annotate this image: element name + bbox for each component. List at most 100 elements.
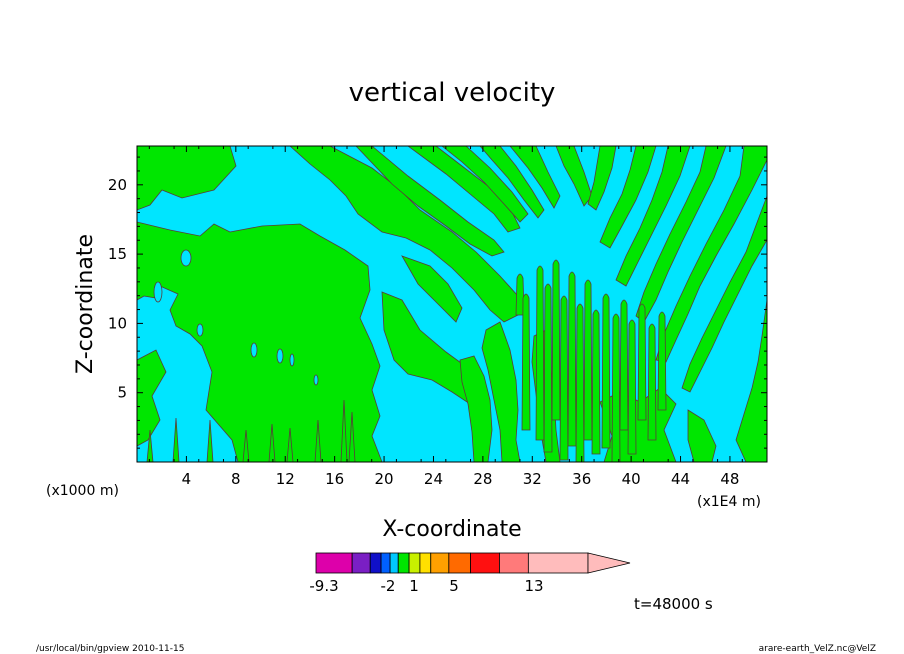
cyan-blob: [250, 342, 258, 358]
green-finger: [551, 259, 561, 421]
x-unit-right: (x1E4 m): [697, 494, 761, 510]
green-finger: [575, 303, 585, 462]
green-spike: [146, 429, 154, 462]
green-finger: [611, 313, 621, 462]
green-finger: [535, 265, 545, 441]
green-spike: [340, 399, 348, 462]
green-region: [615, 146, 691, 287]
y-tick-label: 10: [108, 314, 127, 332]
x-tick-label: 8: [231, 470, 241, 488]
y-tick-label: 20: [108, 176, 127, 194]
cyan-blob: [153, 281, 163, 303]
colorbar: -9.3 -2 1 5 13: [309, 552, 631, 595]
green-region: [289, 146, 521, 323]
x-tick-label: 48: [720, 470, 739, 488]
green-finger: [637, 303, 647, 421]
x-tick-label: 4: [182, 470, 192, 488]
cyan-blob: [289, 353, 295, 367]
green-spike: [172, 417, 180, 462]
green-finger: [583, 279, 593, 441]
colorbar-cell: [499, 552, 529, 574]
plot-frame: [136, 145, 768, 463]
colorbar-cell: [408, 552, 421, 574]
colorbar-cell: [397, 552, 410, 574]
cyan-blob: [276, 348, 284, 364]
x-tick-label: 20: [375, 470, 394, 488]
colorbar-label: -2: [381, 577, 396, 595]
colorbar-cell: [389, 552, 399, 574]
footer-right: arare-earth_VelZ.nc@VelZ: [759, 644, 876, 654]
green-region: [587, 146, 617, 211]
green-finger: [567, 271, 577, 447]
colorbar-cell: [315, 552, 353, 574]
colorbar-label: 5: [449, 577, 459, 595]
chart-title: vertical velocity: [349, 78, 556, 108]
green-region: [401, 255, 463, 323]
x-tick-label: 36: [572, 470, 591, 488]
green-spike: [314, 419, 322, 462]
colorbar-cell: [430, 552, 450, 574]
green-region: [735, 299, 767, 462]
green-region: [355, 146, 505, 257]
colorbar-label: 1: [409, 577, 419, 595]
y-axis-label: Z-coordinate: [73, 234, 98, 374]
green-region: [441, 146, 529, 223]
x-tick-label: 32: [523, 470, 542, 488]
x-tick-label: 44: [671, 470, 690, 488]
colorbar-arrow: [587, 552, 631, 574]
colorbar-cell: [369, 552, 382, 574]
green-region: [407, 146, 521, 233]
green-finger: [543, 283, 553, 453]
x-axis-label: X-coordinate: [382, 517, 521, 542]
green-spike: [242, 429, 250, 462]
green-region: [137, 349, 167, 447]
x-unit-left: (x1000 m): [46, 483, 119, 499]
green-region: [479, 146, 545, 219]
green-region: [137, 221, 383, 462]
green-finger: [627, 319, 637, 455]
footer-left: /usr/local/bin/gpview 2010-11-15: [36, 644, 184, 654]
green-finger: [591, 309, 601, 455]
green-region: [509, 146, 561, 209]
green-region: [655, 146, 767, 363]
green-spike: [286, 427, 294, 462]
colorbar-cell: [351, 552, 371, 574]
x-tick-label: 28: [473, 470, 492, 488]
colorbar-cell: [470, 552, 500, 574]
cyan-blob: [196, 323, 204, 337]
green-spike: [268, 423, 276, 462]
y-tick-label: 5: [117, 384, 127, 402]
x-tick-label: 24: [424, 470, 443, 488]
colorbar-label: 13: [524, 577, 543, 595]
colorbar-cell: [419, 552, 432, 574]
y-tick-label: 15: [108, 245, 127, 263]
green-region: [681, 195, 767, 393]
green-finger: [647, 323, 657, 441]
time-label: t=48000 s: [634, 595, 713, 613]
green-finger: [619, 299, 629, 431]
green-spike: [348, 411, 356, 462]
green-region: [481, 321, 521, 462]
x-tick-label: 40: [622, 470, 641, 488]
colorbar-cell: [380, 552, 391, 574]
cyan-blob: [180, 249, 192, 267]
green-region: [137, 146, 237, 211]
field-layer: [137, 146, 767, 462]
x-tick-label: 12: [276, 470, 295, 488]
green-region: [555, 146, 593, 207]
green-spike: [206, 419, 214, 462]
plot-area: [137, 146, 767, 462]
green-region: [687, 409, 717, 462]
green-finger: [657, 311, 667, 411]
colorbar-cell: [527, 552, 589, 574]
green-finger: [601, 293, 611, 449]
green-region: [459, 355, 493, 462]
x-tick-label: 16: [325, 470, 344, 488]
green-finger: [559, 295, 569, 461]
green-region: [599, 146, 657, 249]
cyan-blob: [313, 374, 319, 386]
colorbar-label: -9.3: [309, 577, 338, 595]
green-finger: [521, 293, 531, 431]
